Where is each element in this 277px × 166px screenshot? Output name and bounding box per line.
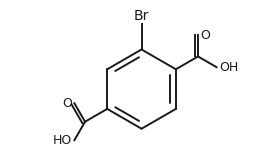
Text: O: O (201, 29, 210, 42)
Text: O: O (62, 97, 72, 110)
Text: HO: HO (53, 134, 72, 147)
Text: OH: OH (219, 61, 238, 74)
Text: Br: Br (134, 9, 149, 23)
